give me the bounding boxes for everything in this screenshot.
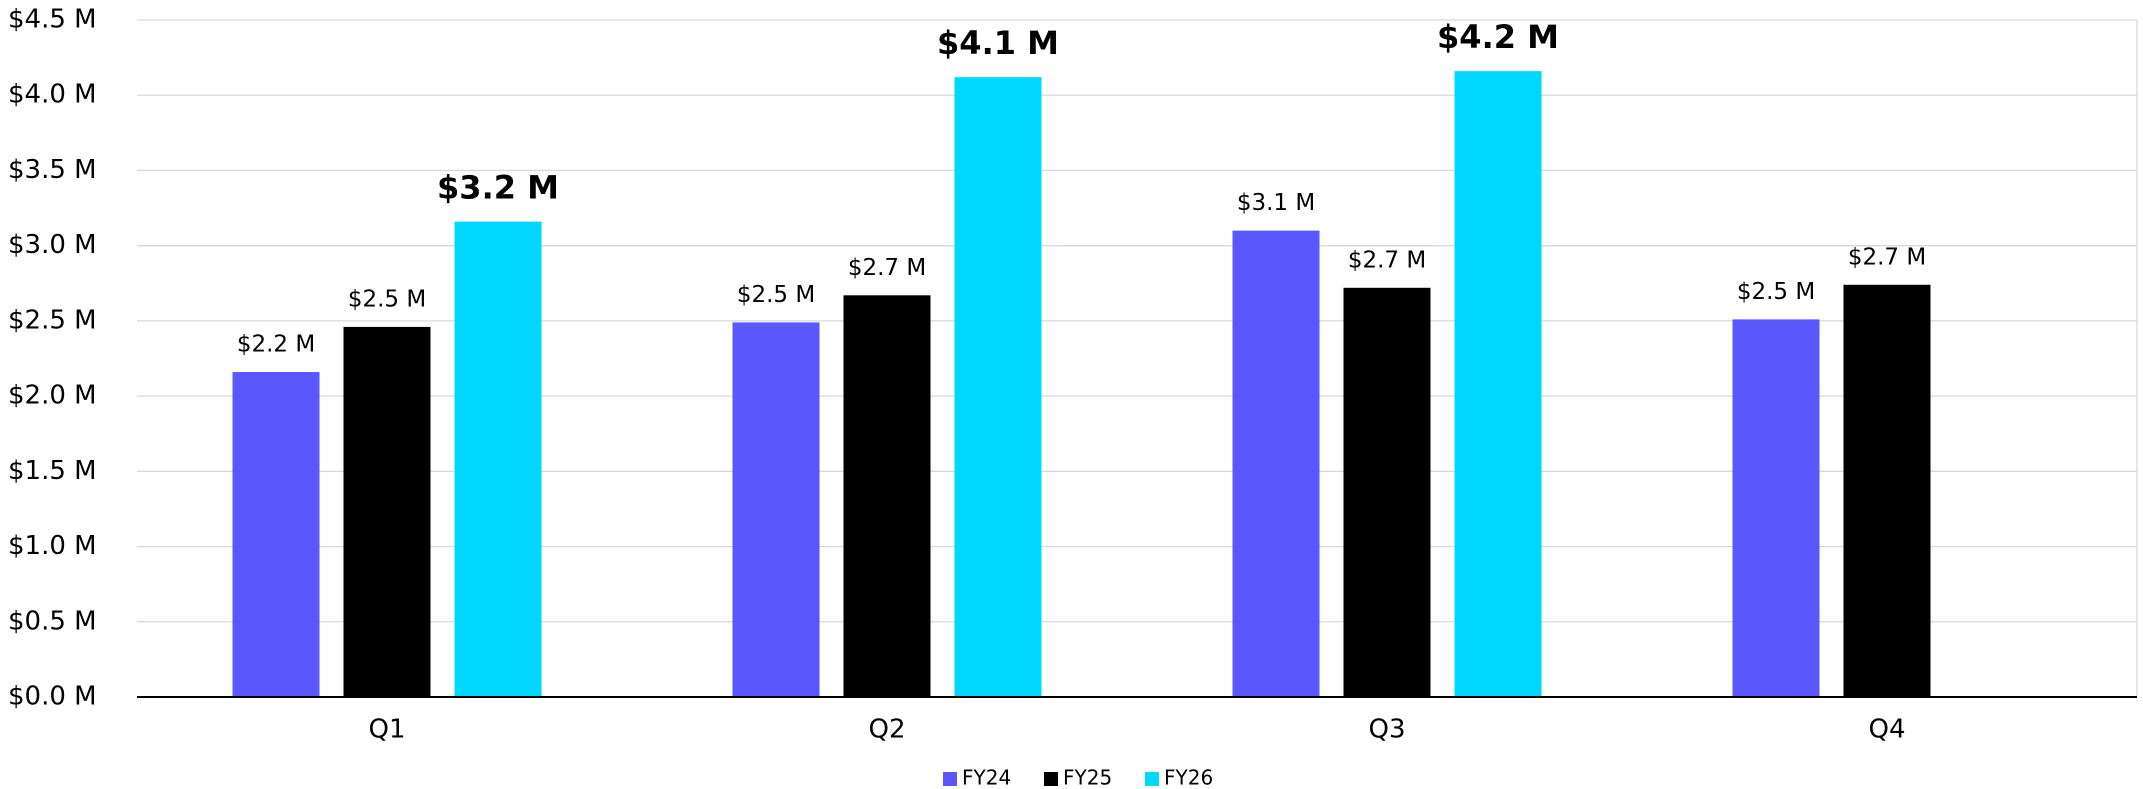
y-tick-label: $0.0 M (8, 682, 97, 712)
y-tick-label: $3.5 M (8, 155, 97, 185)
y-tick-label: $0.5 M (8, 606, 97, 636)
bar (343, 326, 431, 697)
bar (1343, 287, 1431, 697)
legend-swatch (1145, 772, 1159, 786)
x-tick-label: Q3 (1368, 715, 1405, 745)
y-tick-label: $3.0 M (8, 230, 97, 260)
y-tick-label: $2.0 M (8, 381, 97, 411)
bar (454, 221, 542, 697)
legend-swatch (943, 772, 957, 786)
legend-label: FY25 (1063, 766, 1112, 789)
bar (732, 322, 820, 697)
x-tick-label: Q1 (368, 715, 405, 745)
y-tick-label: $1.0 M (8, 531, 97, 561)
data-label: $2.7 M (1348, 247, 1426, 273)
data-label: $2.5 M (1737, 279, 1815, 305)
legend-swatch (1044, 772, 1058, 786)
bar (1843, 284, 1931, 697)
y-tick-label: $4.5 M (8, 5, 97, 35)
data-label: $4.1 M (937, 24, 1059, 62)
x-tick-label: Q4 (1868, 715, 1905, 745)
bar (1232, 230, 1320, 697)
y-tick-label: $1.5 M (8, 456, 97, 486)
legend-label: FY24 (962, 766, 1011, 789)
legend-label: FY26 (1164, 766, 1213, 789)
y-tick-label: $4.0 M (8, 80, 97, 110)
x-tick-label: Q2 (868, 715, 905, 745)
data-label: $2.7 M (1848, 244, 1926, 270)
bar (954, 77, 1042, 698)
bar (843, 295, 931, 697)
bar (1454, 71, 1542, 697)
bar (232, 372, 320, 697)
data-label: $3.1 M (1237, 190, 1315, 216)
data-label: $4.2 M (1437, 18, 1559, 56)
y-tick-label: $2.5 M (8, 305, 97, 335)
data-label: $2.2 M (237, 332, 315, 358)
data-label: $2.5 M (348, 286, 426, 312)
data-label: $2.5 M (737, 282, 815, 308)
data-label: $3.2 M (437, 169, 559, 207)
bar (1732, 319, 1820, 697)
data-label: $2.7 M (848, 255, 926, 281)
